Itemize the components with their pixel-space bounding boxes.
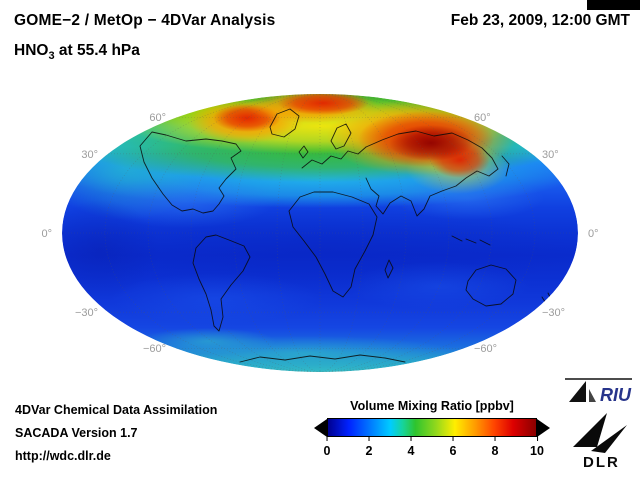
dlr-wing-icon — [573, 413, 607, 447]
footer-credits: 4DVar Chemical Data Assimilation SACADA … — [15, 399, 217, 468]
colorbar-tick-10: 10 — [530, 436, 544, 458]
riu-sail-icon — [569, 381, 586, 402]
dlr-wing2-icon — [591, 425, 627, 453]
top-right-black-bar — [587, 0, 640, 10]
assimilation-label: 4DVar Chemical Data Assimilation — [15, 403, 218, 417]
dlr-logo: DLR — [569, 409, 631, 476]
riu-logo-text: RIU — [600, 385, 632, 405]
lat-label-right-m60: −60° — [474, 343, 497, 355]
plot-datetime: Feb 23, 2009, 12:00 GMT — [450, 12, 630, 29]
colorbar-tick-0: 0 — [323, 436, 331, 458]
riu-logo-graphic: RIU — [565, 378, 632, 405]
lat-labels: 60° 30° 0° −30° −60° 60° 30° 0° −30° −60… — [41, 112, 598, 355]
lat-label-left-60: 60° — [149, 112, 166, 124]
plot-subtitle: HNO3 at 55.4 hPa — [14, 42, 140, 62]
colorbar: Volume Mixing Ratio [ppbv] 0 2 4 6 8 10 — [314, 399, 550, 460]
colorbar-gradient — [327, 418, 537, 437]
lat-label-left-m60: −60° — [143, 343, 166, 355]
lat-label-right-m30: −30° — [542, 307, 565, 319]
lat-label-right-60: 60° — [474, 112, 491, 124]
coastlines — [139, 108, 552, 363]
lat-label-left-0: 0° — [41, 228, 52, 240]
pressure-level-label: at 55.4 hPa — [54, 42, 140, 59]
colorbar-bar — [314, 418, 550, 437]
map-data-field — [62, 94, 578, 372]
colorbar-tick-8: 8 — [491, 436, 499, 458]
colorbar-over-range-arrow — [537, 418, 550, 437]
dlr-logo-graphic: DLR — [573, 413, 627, 471]
lat-label-left-m30: −30° — [75, 307, 98, 319]
plot-title: GOME−2 / MetOp − 4DVar Analysis — [14, 12, 276, 29]
colorbar-tick-4: 4 — [407, 436, 415, 458]
species-label: HNO — [14, 42, 49, 59]
lat-label-left-30: 30° — [81, 149, 98, 161]
colorbar-tick-2: 2 — [365, 436, 373, 458]
riu-sail-small-icon — [589, 389, 596, 402]
graticule — [62, 94, 578, 372]
riu-logo: RIU — [563, 376, 635, 411]
species-subscript: 3 — [48, 50, 55, 63]
wdc-url-label: http://wdc.dlr.de — [15, 449, 111, 463]
colorbar-tick-6: 6 — [449, 436, 457, 458]
colorbar-under-range-arrow — [314, 418, 327, 437]
lat-label-right-0: 0° — [588, 228, 599, 240]
colorbar-ticks: 0 2 4 6 8 10 — [323, 436, 544, 460]
sacada-version-label: SACADA Version 1.7 — [15, 426, 138, 440]
lat-label-right-30: 30° — [542, 149, 559, 161]
colorbar-title: Volume Mixing Ratio [ppbv] — [350, 399, 514, 413]
dlr-logo-text: DLR — [583, 454, 620, 471]
